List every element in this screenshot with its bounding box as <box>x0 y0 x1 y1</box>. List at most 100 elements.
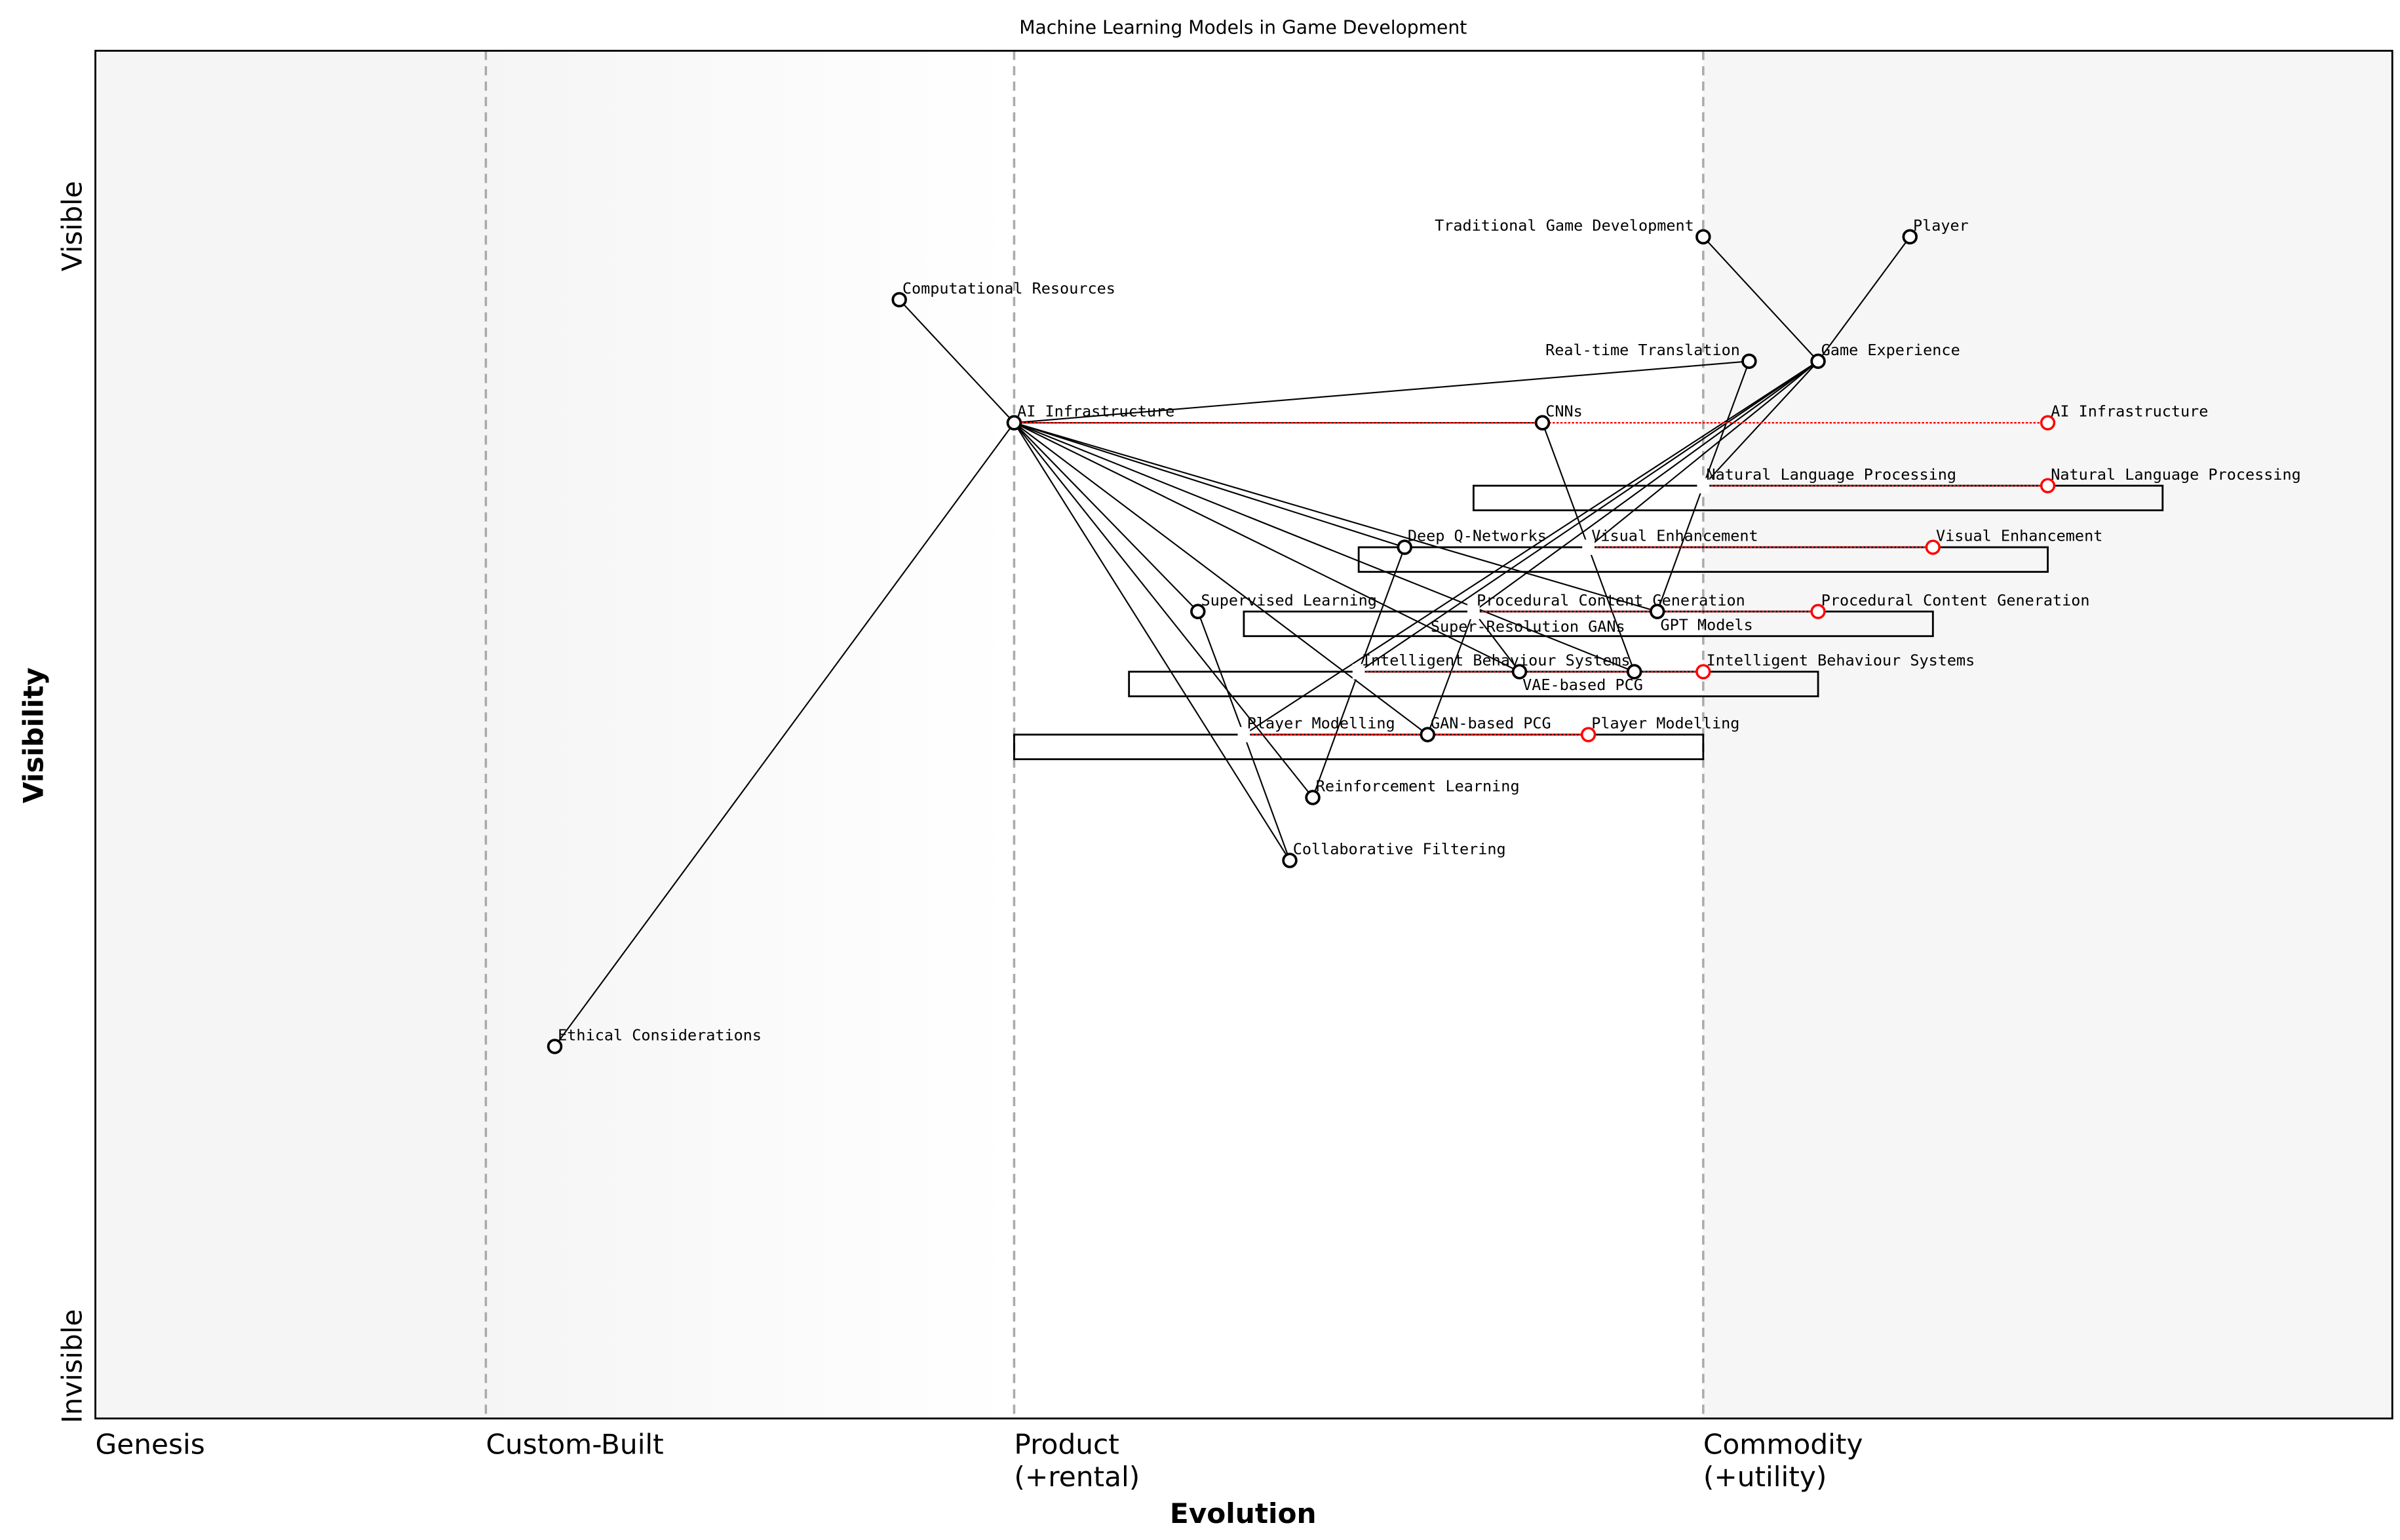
evolved-node <box>1695 664 1711 680</box>
stage-label-line: (+rental) <box>1014 1461 1140 1493</box>
component-label: GAN-based PCG <box>1431 714 1551 733</box>
component-node <box>1695 229 1711 245</box>
band-genesis <box>95 50 486 1419</box>
dependency-link <box>1312 671 1360 798</box>
pipeline-boxes <box>1013 484 2164 760</box>
pipeline-label: Visual Enhancement <box>1591 527 1758 545</box>
evolve-markers <box>1014 415 2056 742</box>
component-node <box>1397 539 1412 555</box>
dependency-link <box>1358 360 1819 672</box>
pipeline-marker <box>1697 478 1710 493</box>
dependency-link <box>1013 422 1520 672</box>
evolved-node <box>2040 478 2056 493</box>
stage-labels: Genesis Custom-Built Product (+rental) Commo… <box>96 1429 1863 1493</box>
y-bottom-label: Invisible <box>56 1309 88 1423</box>
dependency-link <box>1014 422 1405 549</box>
component-node <box>1190 604 1206 619</box>
component-label: GPT Models <box>1660 615 1752 634</box>
dependency-link <box>1473 611 1520 672</box>
component-label: Real-time Translation <box>1545 341 1740 359</box>
pipeline-box <box>1243 610 1934 638</box>
dependency-link <box>1703 236 1819 362</box>
dependency-link <box>1427 611 1475 735</box>
evolved-node <box>1810 604 1826 619</box>
plot-frame <box>94 50 2393 1419</box>
node-labels: AI Infrastructure Natural Language Proces… <box>558 216 2301 1045</box>
component-label: CNNs <box>1545 402 1583 421</box>
component-label: VAE-based PCG <box>1522 676 1643 694</box>
component-label: Ethical Considerations <box>558 1026 762 1044</box>
dependency-link <box>1013 422 1199 612</box>
dependency-link <box>1013 422 1428 735</box>
component-node <box>1511 664 1528 680</box>
stage-label-line: Custom-Built <box>486 1429 663 1461</box>
stage-label-line: Genesis <box>96 1429 205 1461</box>
x-axis-label: Evolution <box>1170 1497 1317 1530</box>
dependency-link <box>1197 611 1245 735</box>
evolved-node <box>2040 415 2056 431</box>
evolved-label: Player Modelling <box>1591 714 1739 733</box>
pipeline-marker <box>1467 604 1480 619</box>
component-node <box>1420 727 1436 742</box>
component-node <box>1810 353 1826 369</box>
dependency-link <box>1013 422 1313 798</box>
pipeline-box <box>1128 670 1819 697</box>
dependency-link <box>1656 485 1704 612</box>
dependency-link <box>1243 734 1290 861</box>
map-title: Machine Learning Models in Game Developm… <box>1019 17 1467 39</box>
dependency-link <box>1014 422 1658 613</box>
component-node <box>891 292 907 308</box>
pipeline-marker <box>1582 539 1595 555</box>
pipeline-label: Player Modelling <box>1247 714 1395 733</box>
evolved-label: Natural Language Processing <box>2051 465 2300 484</box>
pipeline-marker <box>1352 664 1365 680</box>
component-node <box>1282 853 1298 868</box>
component-nodes <box>547 229 1918 1054</box>
component-node <box>1305 790 1321 805</box>
stage-label: Commodity (+utility) <box>1703 1429 1863 1493</box>
component-label: Traditional Game Development <box>1435 216 1694 235</box>
dependency-link <box>1013 422 1290 861</box>
dependency-link <box>1541 422 1589 548</box>
stage-label-line: Commodity <box>1703 1429 1863 1461</box>
component-node <box>1006 415 1022 431</box>
dependency-link <box>1817 236 1911 362</box>
evolved-label: Procedural Content Generation <box>1821 591 2090 609</box>
component-label: Super-Resolution GANs <box>1431 617 1625 636</box>
component-node <box>1902 229 1918 245</box>
component-label: Supervised Learning <box>1201 591 1377 609</box>
pipeline-label: Natural Language Processing <box>1707 465 1956 484</box>
component-node <box>547 1039 563 1054</box>
dependency-link <box>1587 360 1819 548</box>
evolved-label: AI Infrastructure <box>2051 402 2208 421</box>
dependency-link <box>1587 547 1635 672</box>
band-commodity <box>1703 50 2393 1419</box>
y-axis-label: Visibility <box>18 667 50 803</box>
band-custom <box>486 50 1014 1419</box>
dependency-link <box>554 422 1015 1047</box>
component-label: Computational Resources <box>902 279 1115 298</box>
dependency-link <box>1014 422 1635 672</box>
evolved-node <box>1925 539 1941 555</box>
dependency-link <box>1473 360 1819 613</box>
component-label: Deep Q-Networks <box>1408 527 1547 545</box>
pipeline-box <box>1013 733 1705 760</box>
component-label: Game Experience <box>1821 341 1960 359</box>
pipeline-box <box>1357 546 2049 573</box>
stage-label: Custom-Built <box>486 1429 663 1461</box>
component-node <box>1626 664 1642 680</box>
dependency-link <box>1358 547 1406 672</box>
pipeline-box <box>1472 484 2164 512</box>
stage-label: Product (+rental) <box>1014 1429 1140 1493</box>
dependency-link <box>1014 360 1750 424</box>
evolved-label: Visual Enhancement <box>1936 527 2102 545</box>
pipeline-label: Procedural Content Generation <box>1477 591 1745 609</box>
component-label: Player <box>1913 216 1969 235</box>
component-node <box>1534 415 1551 431</box>
y-top-label: Visible <box>56 181 88 271</box>
evolved-node <box>1580 727 1597 742</box>
component-node <box>1650 604 1665 619</box>
stage-label-line: Product <box>1014 1429 1119 1461</box>
component-node <box>1741 353 1757 369</box>
